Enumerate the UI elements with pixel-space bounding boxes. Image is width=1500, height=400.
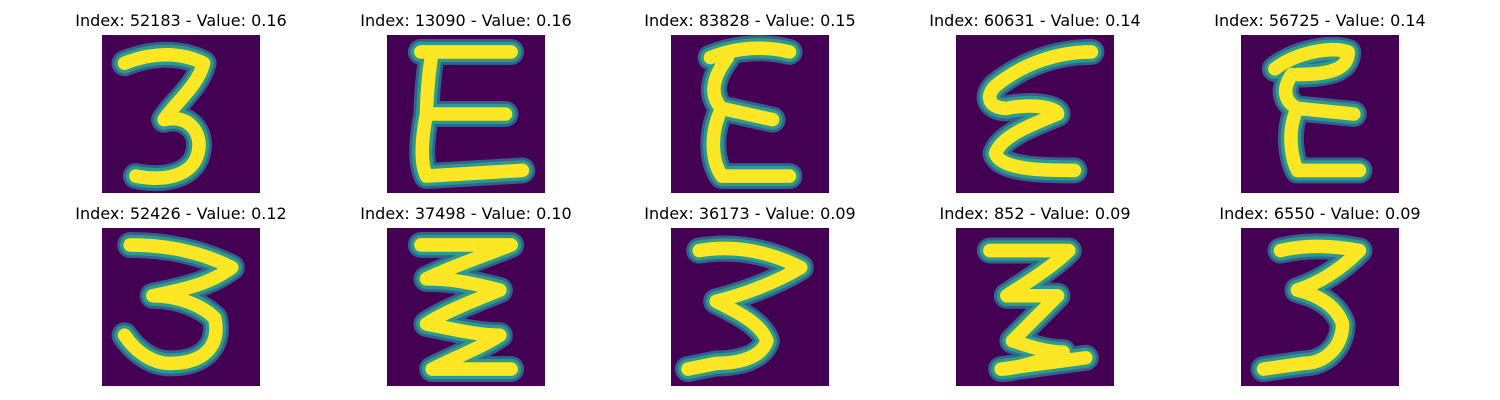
glyph-stroke	[681, 241, 808, 376]
glyph-image	[956, 228, 1114, 386]
glyph-image	[102, 35, 260, 193]
panel-title: Index: 52426 - Value: 0.12	[75, 204, 287, 223]
panel-title: Index: 37498 - Value: 0.10	[360, 204, 572, 223]
glyph-image	[102, 228, 260, 386]
panel-title: Index: 83828 - Value: 0.15	[644, 11, 856, 30]
glyph-3-image	[102, 228, 260, 386]
glyph-E-image	[387, 35, 545, 193]
glyph-Z-image	[956, 228, 1114, 386]
glyph-image	[1241, 35, 1399, 193]
panel-title: Index: 13090 - Value: 0.16	[360, 11, 572, 30]
glyph-E-image	[671, 35, 829, 193]
glyph-stroke	[117, 238, 239, 371]
panel-title: Index: 60631 - Value: 0.14	[929, 11, 1141, 30]
glyph-image	[387, 35, 545, 193]
glyph-stroke	[703, 41, 797, 183]
glyph-stroke	[982, 45, 1099, 178]
glyph-stroke	[1256, 239, 1367, 376]
glyph-E-image	[956, 35, 1114, 193]
glyph-3-image	[102, 35, 260, 193]
glyph-Z-image	[387, 228, 545, 386]
panel-title: Index: 56725 - Value: 0.14	[1214, 11, 1426, 30]
panel-title: Index: 852 - Value: 0.09	[939, 204, 1131, 223]
glyph-image	[387, 228, 545, 386]
glyph-image	[671, 35, 829, 193]
glyph-image	[1241, 228, 1399, 386]
glyph-stroke	[117, 47, 211, 185]
glyph-3-image	[1241, 228, 1399, 386]
panel-title: Index: 52183 - Value: 0.16	[75, 11, 287, 30]
glyph-3-image	[671, 228, 829, 386]
panel-title: Index: 36173 - Value: 0.09	[644, 204, 856, 223]
glyph-stroke	[983, 243, 1093, 376]
glyph-stroke	[414, 238, 518, 376]
glyph-stroke	[414, 45, 530, 183]
glyph-stroke	[1268, 43, 1367, 178]
glyph-image	[956, 35, 1114, 193]
glyph-E-image	[1241, 35, 1399, 193]
glyph-image	[671, 228, 829, 386]
panel-title: Index: 6550 - Value: 0.09	[1219, 204, 1421, 223]
